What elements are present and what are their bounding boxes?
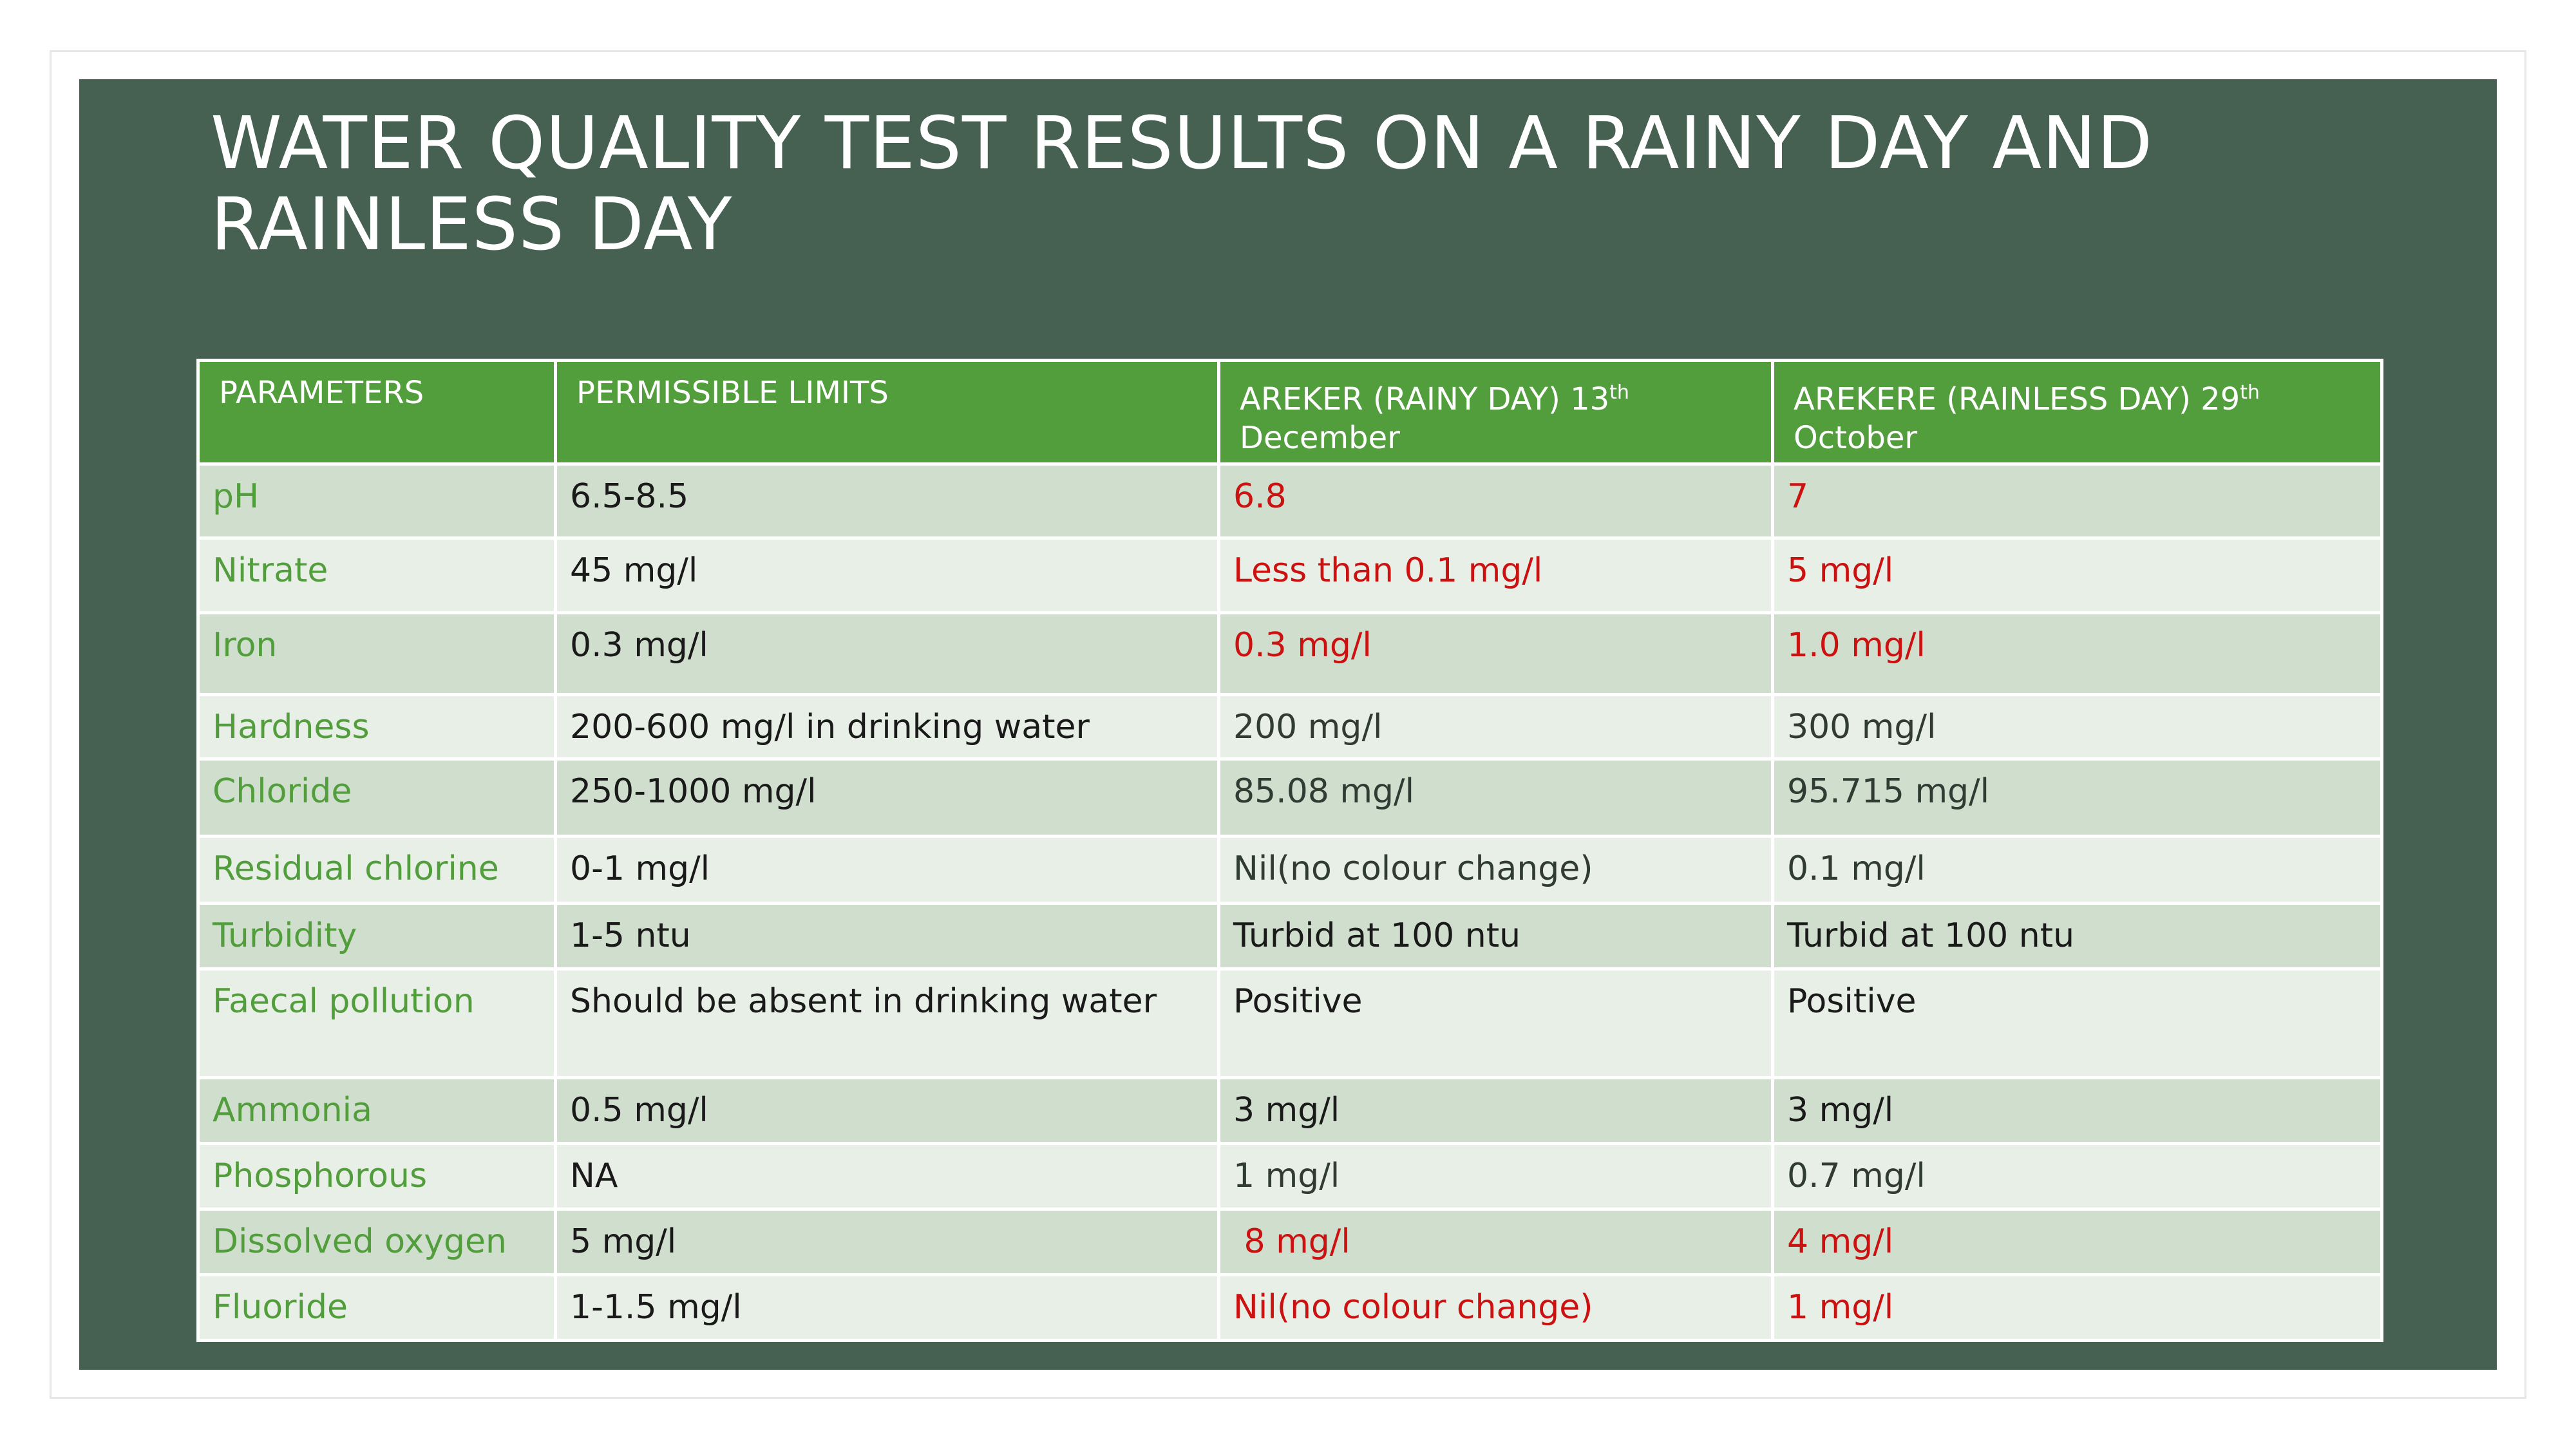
rainy-value-cell: 0.3 mg/l <box>1217 611 1774 696</box>
parameter-cell: Phosphorous <box>196 1142 557 1211</box>
parameter-cell: Nitrate <box>196 536 557 614</box>
limit-cell: 45 mg/l <box>554 536 1220 614</box>
table-row: Faecal pollution Should be absent in dri… <box>196 967 2383 1079</box>
header-rainless-day-label: AREKERE (RAINLESS DAY) 29 <box>1794 381 2240 417</box>
limit-cell: 200-600 mg/l in drinking water <box>554 693 1220 761</box>
parameter-cell: pH <box>196 462 557 540</box>
rainy-value-cell: 6.8 <box>1217 462 1774 540</box>
rainless-value-cell: 1 mg/l <box>1771 1273 2383 1342</box>
header-rainy-day-label: AREKER (RAINY DAY) 13 <box>1240 381 1610 417</box>
limit-cell: NA <box>554 1142 1220 1211</box>
table-row: Iron 0.3 mg/l 0.3 mg/l 1.0 mg/l <box>196 611 2383 696</box>
limit-cell: 0.5 mg/l <box>554 1076 1220 1145</box>
table-row: Hardness 200-600 mg/l in drinking water … <box>196 693 2383 761</box>
parameter-cell: Chloride <box>196 757 557 838</box>
rainy-value-cell: Nil(no colour change) <box>1217 1273 1774 1342</box>
header-rainy-day-sup: th <box>1609 381 1629 404</box>
slide-title-line-2: RAINLESS DAY <box>211 183 733 267</box>
limit-cell: 0-1 mg/l <box>554 835 1220 905</box>
rainless-value-cell: 0.7 mg/l <box>1771 1142 2383 1211</box>
parameter-cell: Iron <box>196 611 557 696</box>
rainless-value-cell: 1.0 mg/l <box>1771 611 2383 696</box>
parameter-cell: Hardness <box>196 693 557 761</box>
header-parameters: PARAMETERS <box>196 359 557 466</box>
rainy-value-cell: 200 mg/l <box>1217 693 1774 761</box>
water-quality-table: PARAMETERS PERMISSIBLE LIMITS AREKER (RA… <box>196 359 2383 1342</box>
table-row: Nitrate 45 mg/l Less than 0.1 mg/l 5 mg/… <box>196 536 2383 614</box>
rainy-value-cell: 3 mg/l <box>1217 1076 1774 1145</box>
limit-cell: 5 mg/l <box>554 1208 1220 1276</box>
rainless-value-cell: 95.715 mg/l <box>1771 757 2383 838</box>
slide-title-line-1: WATER QUALITY TEST RESULTS ON A RAINY DA… <box>211 102 2154 185</box>
table-row: Dissolved oxygen 5 mg/l 8 mg/l 4 mg/l <box>196 1208 2383 1276</box>
rainy-value-cell: Nil(no colour change) <box>1217 835 1774 905</box>
table-row: Turbidity 1-5 ntu Turbid at 100 ntu Turb… <box>196 902 2383 971</box>
parameter-cell: Dissolved oxygen <box>196 1208 557 1276</box>
slide-title: WATER QUALITY TEST RESULTS ON A RAINY DA… <box>211 103 2336 265</box>
table-row: Chloride 250-1000 mg/l 85.08 mg/l 95.715… <box>196 757 2383 838</box>
rainless-value-cell: 0.1 mg/l <box>1771 835 2383 905</box>
table-row: Phosphorous NA 1 mg/l 0.7 mg/l <box>196 1142 2383 1211</box>
rainy-value-cell: Positive <box>1217 967 1774 1079</box>
rainless-value-cell: Turbid at 100 ntu <box>1771 902 2383 971</box>
rainy-value-cell: Less than 0.1 mg/l <box>1217 536 1774 614</box>
rainy-value-cell: 8 mg/l <box>1217 1208 1774 1276</box>
header-rainy-day: AREKER (RAINY DAY) 13th December <box>1217 359 1774 466</box>
table-row: Residual chlorine 0-1 mg/l Nil(no colour… <box>196 835 2383 905</box>
limit-cell: 0.3 mg/l <box>554 611 1220 696</box>
header-rainless-day-sup: th <box>2240 381 2260 404</box>
rainless-value-cell: 7 <box>1771 462 2383 540</box>
parameter-cell: Faecal pollution <box>196 967 557 1079</box>
table-row: Ammonia 0.5 mg/l 3 mg/l 3 mg/l <box>196 1076 2383 1145</box>
limit-cell: 1-1.5 mg/l <box>554 1273 1220 1342</box>
limit-cell: 250-1000 mg/l <box>554 757 1220 838</box>
limit-cell: 1-5 ntu <box>554 902 1220 971</box>
rainless-value-cell: 5 mg/l <box>1771 536 2383 614</box>
limit-cell: Should be absent in drinking water <box>554 967 1220 1079</box>
rainless-value-cell: 4 mg/l <box>1771 1208 2383 1276</box>
parameter-cell: Residual chlorine <box>196 835 557 905</box>
rainless-value-cell: 3 mg/l <box>1771 1076 2383 1145</box>
table-header-row: PARAMETERS PERMISSIBLE LIMITS AREKER (RA… <box>196 359 2383 466</box>
rainy-value-cell: 85.08 mg/l <box>1217 757 1774 838</box>
parameter-cell: Turbidity <box>196 902 557 971</box>
rainy-value-cell: 1 mg/l <box>1217 1142 1774 1211</box>
header-permissible-limits: PERMISSIBLE LIMITS <box>554 359 1220 466</box>
table-row: Fluoride 1-1.5 mg/l Nil(no colour change… <box>196 1273 2383 1342</box>
header-rainless-day: AREKERE (RAINLESS DAY) 29th October <box>1771 359 2383 466</box>
table-row: pH 6.5-8.5 6.8 7 <box>196 462 2383 540</box>
header-rainless-day-month: October <box>1794 420 1918 456</box>
limit-cell: 6.5-8.5 <box>554 462 1220 540</box>
header-rainy-day-month: December <box>1240 420 1400 456</box>
rainless-value-cell: Positive <box>1771 967 2383 1079</box>
parameter-cell: Fluoride <box>196 1273 557 1342</box>
rainy-value-cell: Turbid at 100 ntu <box>1217 902 1774 971</box>
rainless-value-cell: 300 mg/l <box>1771 693 2383 761</box>
parameter-cell: Ammonia <box>196 1076 557 1145</box>
